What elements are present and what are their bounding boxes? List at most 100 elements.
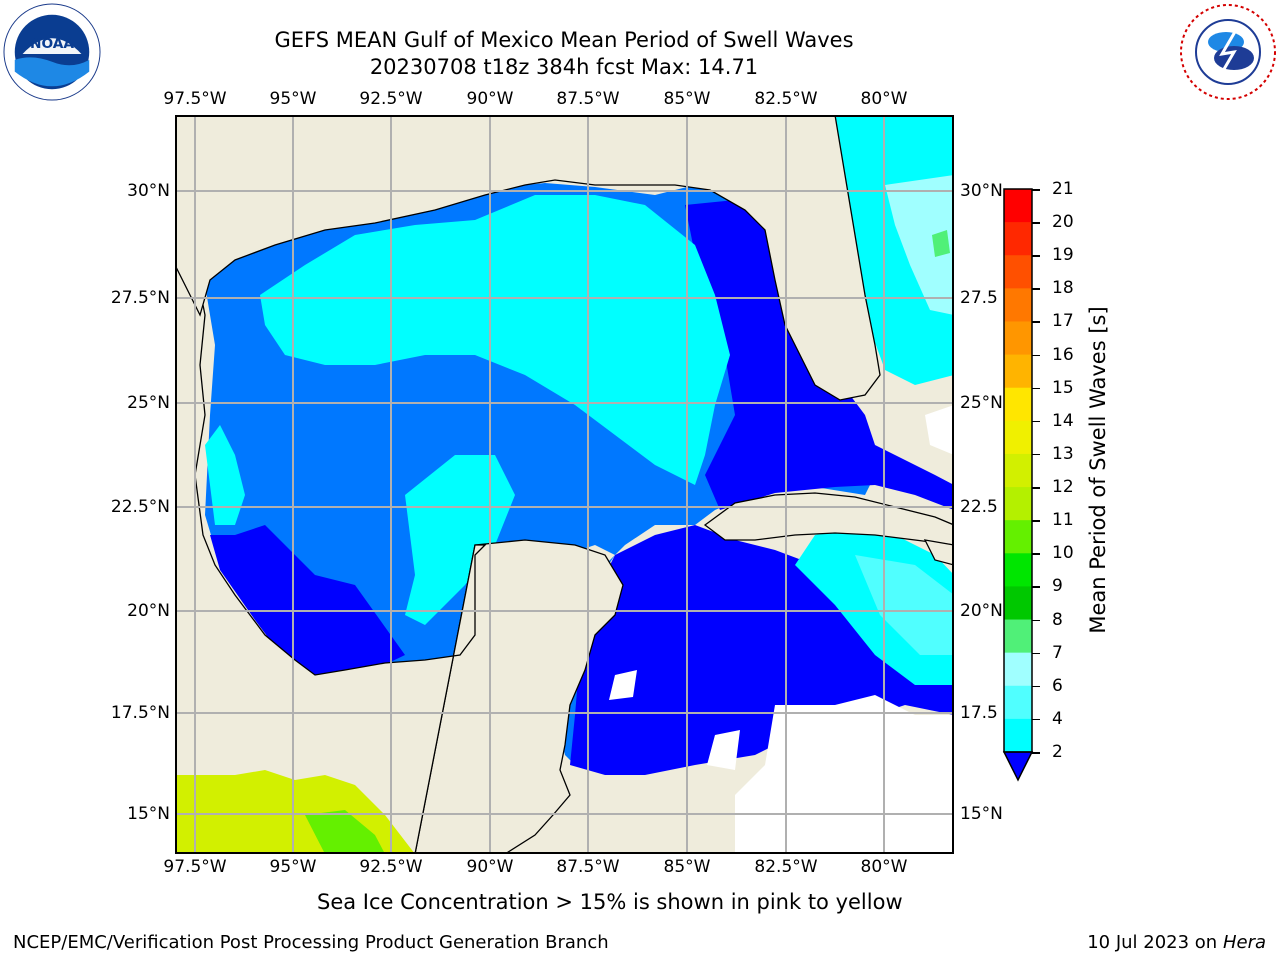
colorbar-tick-mark [1032,321,1040,323]
colorbar-tick-label: 10 [1052,543,1074,564]
cyan-zone [260,195,730,485]
chart-subtitle: 20230708 t18z 384h fcst Max: 14.71 [369,55,759,79]
colorbar-segment [1004,586,1032,621]
caribbean-cyan-mid [855,555,954,655]
noaa-logo: NOAA [3,3,101,101]
green-zone [305,810,385,854]
lon-tick-top: 85°W [663,89,711,109]
colorbar-segment [1004,354,1032,389]
colorbar-tick-mark [1032,586,1040,588]
colorbar-tick-label: 4 [1052,708,1063,729]
colorbar-tick-mark [1032,387,1040,390]
lat-tick-left: 20°N [127,601,170,621]
colorbar-segment [1004,652,1032,687]
lon-tick-top: 87.5°W [556,89,620,109]
colorbar-segment [1004,255,1032,289]
colorbar-segment [1004,619,1032,654]
no-data-patch [925,405,954,455]
no-data-patch [609,670,637,700]
colorbar-tick-label: 17 [1052,311,1074,332]
colorbar-tick-mark [1032,453,1040,456]
colorbar-segment [1004,685,1032,720]
lon-tick-bottom: 90°W [466,857,514,877]
colorbar-segment [1004,453,1032,488]
lat-tick-right: 15°N [960,804,1003,824]
colorbar-segment [1004,387,1032,422]
footer-credit: NCEP/EMC/Verification Post Processing Pr… [13,932,609,953]
lat-tick-right: 17.5 [960,703,998,723]
lon-tick-top: 90°W [466,89,514,109]
colorbar-segment [1004,487,1032,521]
lat-tick-left: 15°N [127,804,170,824]
colorbar-tick-label: 8 [1052,609,1063,630]
mexico-land [175,233,487,854]
lat-tick-left: 30°N [127,181,170,201]
atlantic-lightcyan [885,175,954,315]
footer-machine: Hera [1222,932,1266,953]
map-grid [175,115,954,854]
sea-ice-note: Sea Ice Concentration > 15% is shown in … [317,890,903,914]
colorbar-segment [1004,718,1032,753]
cyan-central-tongue [405,455,515,625]
svg-text:NOAA: NOAA [30,36,74,52]
colorbar-tick-label: 7 [1052,642,1063,663]
lat-tick-right: 25°N [960,393,1003,413]
colorbar-tick-label: 11 [1052,510,1074,531]
colorbar-tick-mark [1032,189,1040,191]
colorbar-segment [1004,321,1032,356]
colorbar-tick-mark [1032,255,1040,257]
lat-tick-right: 20°N [960,601,1003,621]
lon-tick-top: 92.5°W [359,89,423,109]
colorbar-segment [1004,553,1032,587]
colorbar-frame [1003,188,1033,753]
colorbar-tick-label: 6 [1052,675,1063,696]
colorbar-tick-label: 18 [1052,278,1074,299]
atlantic-green-spot [932,230,950,257]
colorbar-tick-label: 16 [1052,344,1074,365]
colorbar-tick-mark [1032,354,1040,357]
colorbar-tick-mark [1032,420,1040,423]
colorbar-tick-mark [1032,288,1040,290]
lon-tick-top: 80°W [860,89,908,109]
colorbar-segment [1004,222,1032,256]
lat-tick-left: 22.5°N [110,497,170,517]
lon-tick-bottom: 95°W [269,857,317,877]
nws-logo-icon [1180,4,1276,100]
lon-tick-top: 97.5°W [163,89,227,109]
colorbar-tick-mark [1032,520,1040,522]
colorbar-tick-label: 14 [1052,410,1074,431]
colorbar-extend-triangle [1002,751,1034,782]
colorbar-tick-mark [1032,685,1040,688]
colorbar-tick-label: 20 [1052,212,1074,233]
colorbar-tick-label: 15 [1052,377,1074,398]
colorbar-segment [1004,420,1032,455]
dark-blue-western-gulf [210,525,405,687]
map-panel [175,115,954,854]
colorbar-segment [1004,189,1032,223]
lon-tick-bottom: 92.5°W [359,857,423,877]
lon-tick-bottom: 87.5°W [556,857,620,877]
lat-tick-right: 22.5 [960,497,998,517]
footer-date-text: 10 Jul 2023 on [1087,932,1223,953]
colorbar-tick-label: 21 [1052,179,1074,199]
hispaniola-land [923,539,954,566]
colorbar-tick-label: 12 [1052,477,1074,498]
colorbar-tick-mark [1032,487,1040,489]
no-data-patch [707,730,740,770]
lon-tick-top: 82.5°W [754,89,818,109]
lat-tick-left: 17.5°N [110,703,170,723]
lat-tick-left: 27.5°N [110,288,170,308]
colorbar-tick-mark [1032,222,1040,224]
lon-tick-top: 95°W [269,89,317,109]
lat-tick-left: 25°N [127,393,170,413]
colorbar-tick-mark [1032,752,1040,754]
colorbar-tick-mark [1032,553,1040,555]
colorbar-segment [1004,520,1032,554]
chart-title: GEFS MEAN Gulf of Mexico Mean Period of … [274,28,854,52]
cyan-western-strip [205,425,245,525]
colorbar-tick-label: 19 [1052,245,1074,266]
colorbar-tick-mark [1032,619,1040,622]
colorbar-tick-label: 2 [1052,742,1063,762]
footer-date: 10 Jul 2023 on Hera [1087,932,1266,953]
colorbar-tick-mark [1032,652,1040,655]
